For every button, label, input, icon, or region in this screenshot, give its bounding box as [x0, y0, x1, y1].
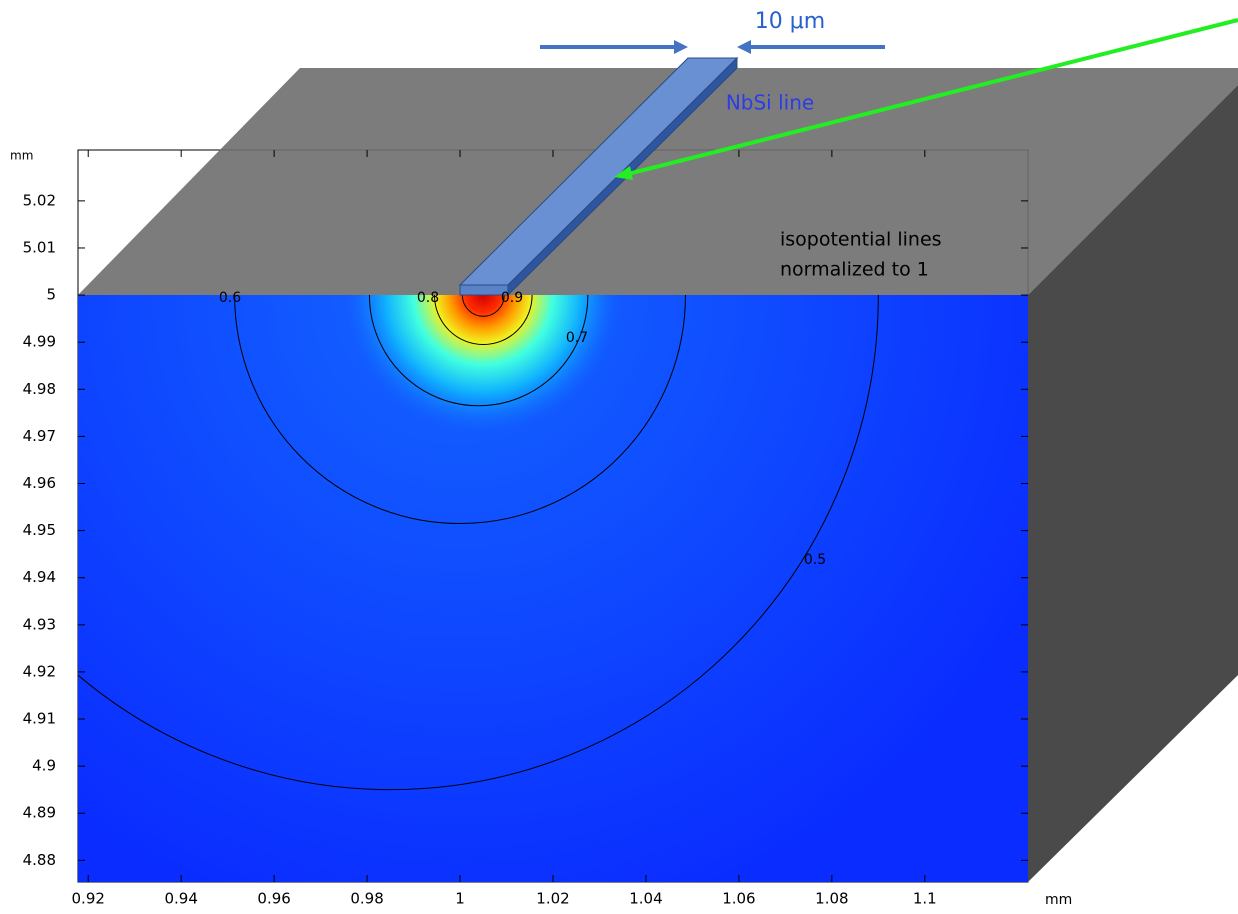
- y-tick-label: 5: [46, 286, 56, 304]
- y-tick-label: 4.92: [23, 662, 56, 680]
- x-tick-label: 1.02: [536, 890, 569, 908]
- x-tick-label: 1.04: [629, 890, 662, 908]
- field-hotspot: [78, 295, 1028, 882]
- y-tick-label: 4.93: [23, 615, 56, 633]
- contour-label: 0.5: [804, 552, 826, 568]
- y-tick-label: 5.02: [23, 191, 56, 209]
- y-tick-label: 4.94: [23, 568, 56, 586]
- x-tick-label: 1.08: [815, 890, 848, 908]
- x-tick-label: 0.94: [164, 890, 197, 908]
- contour-label: 0.8: [417, 290, 439, 306]
- y-tick-label: 4.91: [23, 710, 56, 728]
- y-tick-label: 4.97: [23, 427, 56, 445]
- x-tick-label: 0.98: [350, 890, 383, 908]
- x-tick-label: 1.06: [722, 890, 755, 908]
- note: normalized to 1: [780, 259, 929, 281]
- y-tick-label: 4.95: [23, 521, 56, 539]
- y-tick-label: 4.98: [23, 380, 56, 398]
- contour-label: 0.6: [219, 290, 241, 306]
- arrow-head: [737, 40, 751, 54]
- y-tick-label: 4.9: [32, 757, 56, 775]
- x-unit: mm: [1045, 892, 1072, 908]
- x-tick-label: 1: [455, 890, 465, 908]
- x-tick-label: 0.96: [257, 890, 290, 908]
- y-tick-label: 4.89: [23, 804, 56, 822]
- x-tick-label: 1.1: [913, 890, 937, 908]
- y-tick-label: 4.96: [23, 474, 56, 492]
- width-label: 10 μm: [755, 9, 825, 34]
- contour-label: 0.9: [501, 290, 523, 306]
- contour-label: 0.7: [566, 330, 588, 346]
- y-tick-label: 4.99: [23, 333, 56, 351]
- figure: 0.92 0.94 0.96 0.98 1 1.02 1.04 1.06 1.08 1.1 4.88…: [0, 0, 1238, 910]
- arrow-head: [674, 40, 688, 54]
- y-unit: mm: [10, 149, 33, 163]
- note: isopotential lines: [780, 229, 942, 251]
- y-tick-label: 4.88: [23, 851, 56, 869]
- x-tick-label: 0.92: [72, 890, 105, 908]
- line-label: NbSi line: [726, 91, 814, 115]
- y-tick-label: 5.01: [23, 238, 56, 256]
